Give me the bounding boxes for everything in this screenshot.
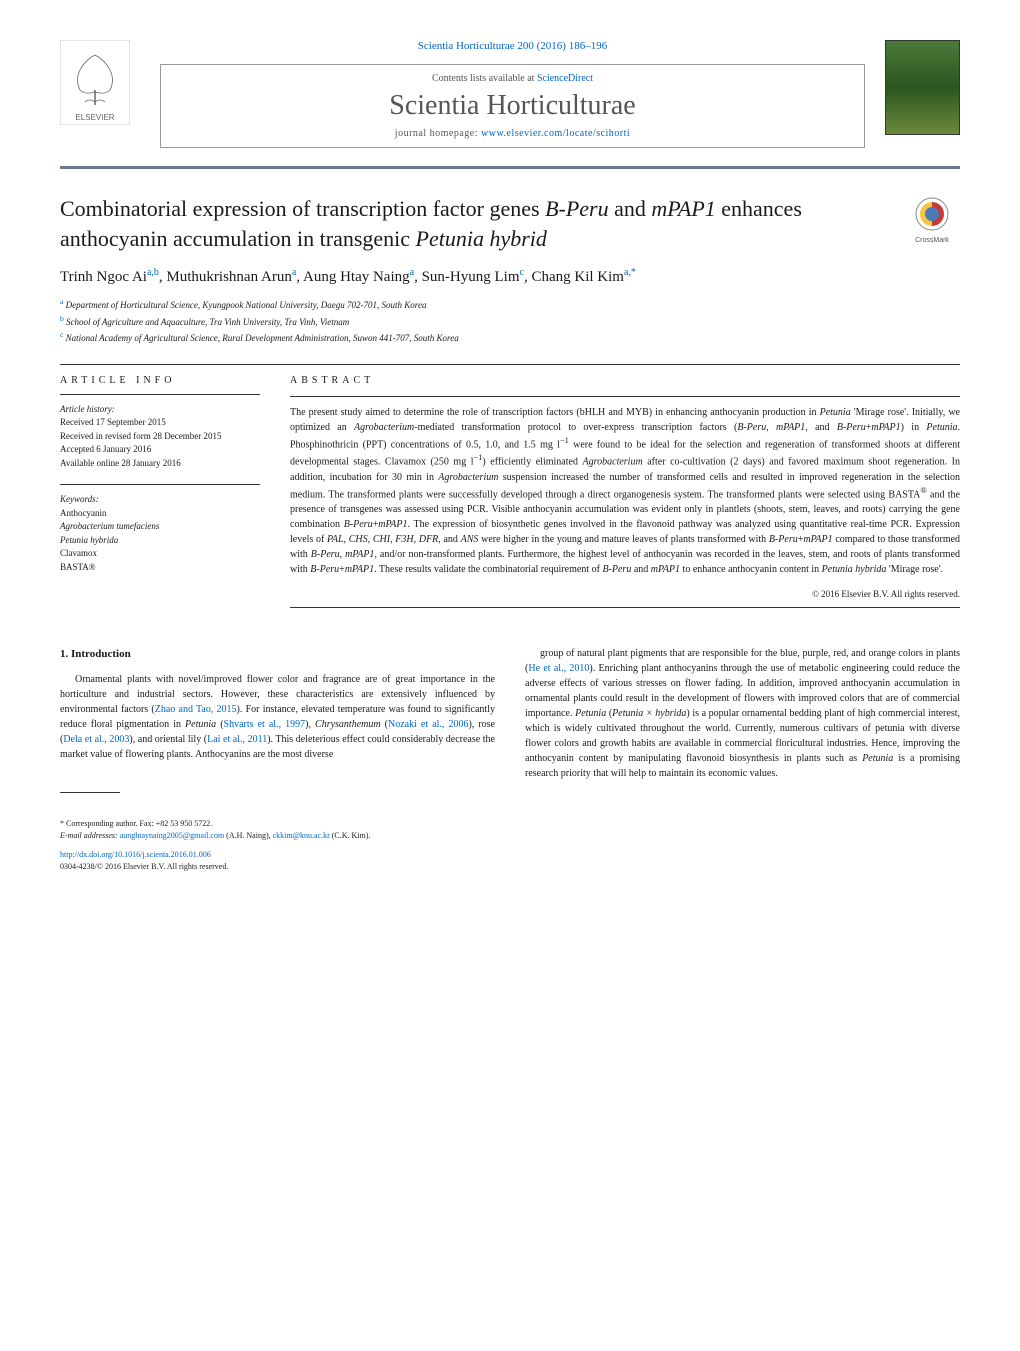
contents-line: Contents lists available at ScienceDirec… xyxy=(173,73,852,84)
title-italic: B-Peru xyxy=(545,196,609,221)
keyword-item: Clavamox xyxy=(60,547,260,561)
abstract-divider xyxy=(290,396,960,397)
body-column-right: group of natural plant pigments that are… xyxy=(525,646,960,873)
title-row: Combinatorial expression of transcriptio… xyxy=(60,194,960,253)
issn-copyright: 0304-4238/© 2016 Elsevier B.V. All right… xyxy=(60,862,228,871)
keyword-item: Petunia hybrida xyxy=(60,534,260,548)
footnotes: * Corresponding author. Fax: +82 53 950 … xyxy=(60,818,495,840)
article-history-block: Article history: Received 17 September 2… xyxy=(60,403,260,471)
crossmark-icon: CrossMark xyxy=(905,194,960,249)
author-affil-sup: a xyxy=(410,267,414,278)
article-title: Combinatorial expression of transcriptio… xyxy=(60,194,905,253)
info-abstract-row: ARTICLE INFO Article history: Received 1… xyxy=(60,375,960,616)
author: Chang Kil Kima,* xyxy=(531,269,635,285)
contents-label: Contents lists available at xyxy=(432,73,534,84)
header-center: Scientia Horticulturae 200 (2016) 186–19… xyxy=(140,40,885,156)
history-item: Received in revised form 28 December 201… xyxy=(60,430,260,444)
history-label: Article history: xyxy=(60,403,260,417)
journal-cover-thumbnail xyxy=(885,40,960,135)
journal-reference: Scientia Horticulturae 200 (2016) 186–19… xyxy=(160,40,865,52)
publisher-name: ELSEVIER xyxy=(75,113,114,122)
author-affil-sup: a,* xyxy=(624,267,636,278)
title-segment: Combinatorial expression of transcriptio… xyxy=(60,196,545,221)
homepage-label: journal homepage: xyxy=(395,128,478,139)
email-label: E-mail addresses: xyxy=(60,831,118,840)
abstract-text: The present study aimed to determine the… xyxy=(290,405,960,577)
contents-box: Contents lists available at ScienceDirec… xyxy=(160,64,865,148)
title-italic: Petunia hybrid xyxy=(416,226,547,251)
abstract-copyright: © 2016 Elsevier B.V. All rights reserved… xyxy=(290,589,960,599)
keywords-block: Keywords: AnthocyaninAgrobacterium tumef… xyxy=(60,493,260,574)
affiliations-list: a Department of Horticultural Science, K… xyxy=(60,296,960,346)
keyword-item: Anthocyanin xyxy=(60,507,260,521)
info-divider-top xyxy=(60,364,960,365)
affiliation: c National Academy of Agricultural Scien… xyxy=(60,329,960,346)
affiliation: b School of Agriculture and Aquaculture,… xyxy=(60,313,960,330)
article-info-heading: ARTICLE INFO xyxy=(60,375,260,386)
author: Muthukrishnan Aruna xyxy=(166,269,296,285)
doi-link[interactable]: http://dx.doi.org/10.1016/j.scienta.2016… xyxy=(60,850,211,859)
body-paragraph: Ornamental plants with novel/improved fl… xyxy=(60,672,495,762)
header-bar: ELSEVIER Scientia Horticulturae 200 (201… xyxy=(60,40,960,156)
abstract-divider-bottom xyxy=(290,607,960,608)
body-columns: 1. Introduction Ornamental plants with n… xyxy=(60,646,960,873)
title-italic: mPAP1 xyxy=(651,196,715,221)
author-affil-sup: a,b xyxy=(147,267,159,278)
email-link[interactable]: ckkim@knu.ac.kr xyxy=(273,831,330,840)
author: Trinh Ngoc Aia,b xyxy=(60,269,159,285)
journal-name: Scientia Horticulturae xyxy=(173,90,852,122)
homepage-link[interactable]: www.elsevier.com/locate/scihorti xyxy=(481,128,630,139)
keyword-item: Agrobacterium tumefaciens xyxy=(60,520,260,534)
affiliation: a Department of Horticultural Science, K… xyxy=(60,296,960,313)
history-item: Available online 28 January 2016 xyxy=(60,457,260,471)
body-paragraph: group of natural plant pigments that are… xyxy=(525,646,960,781)
body-column-left: 1. Introduction Ornamental plants with n… xyxy=(60,646,495,873)
svg-text:CrossMark: CrossMark xyxy=(915,237,949,244)
footnote-divider xyxy=(60,792,120,793)
sciencedirect-link[interactable]: ScienceDirect xyxy=(537,73,593,84)
header-divider xyxy=(60,166,960,169)
title-segment: and xyxy=(609,196,652,221)
doi-block: http://dx.doi.org/10.1016/j.scienta.2016… xyxy=(60,849,495,873)
email-line: E-mail addresses: aunghtaynaing2005@gmai… xyxy=(60,830,495,841)
author-affil-sup: c xyxy=(520,267,524,278)
section-heading: 1. Introduction xyxy=(60,646,495,663)
homepage-line: journal homepage: www.elsevier.com/locat… xyxy=(173,128,852,139)
authors-list: Trinh Ngoc Aia,b, Muthukrishnan Aruna, A… xyxy=(60,267,960,286)
publisher-logo: ELSEVIER xyxy=(60,40,140,130)
article-info-column: ARTICLE INFO Article history: Received 1… xyxy=(60,375,260,616)
keyword-item: BASTA® xyxy=(60,561,260,575)
history-item: Received 17 September 2015 xyxy=(60,416,260,430)
crossmark-badge[interactable]: CrossMark xyxy=(905,194,960,249)
corresponding-author-note: * Corresponding author. Fax: +82 53 950 … xyxy=(60,818,495,829)
author-affil-sup: a xyxy=(292,267,296,278)
abstract-heading: ABSTRACT xyxy=(290,375,960,386)
keywords-label: Keywords: xyxy=(60,493,260,507)
history-item: Accepted 6 January 2016 xyxy=(60,443,260,457)
info-inner-divider xyxy=(60,484,260,485)
email-link[interactable]: aunghtaynaing2005@gmail.com xyxy=(120,831,224,840)
abstract-column: ABSTRACT The present study aimed to dete… xyxy=(290,375,960,616)
author: Aung Htay Nainga xyxy=(303,269,414,285)
elsevier-tree-icon: ELSEVIER xyxy=(60,40,130,125)
info-inner-divider xyxy=(60,394,260,395)
author: Sun-Hyung Limc xyxy=(422,269,524,285)
